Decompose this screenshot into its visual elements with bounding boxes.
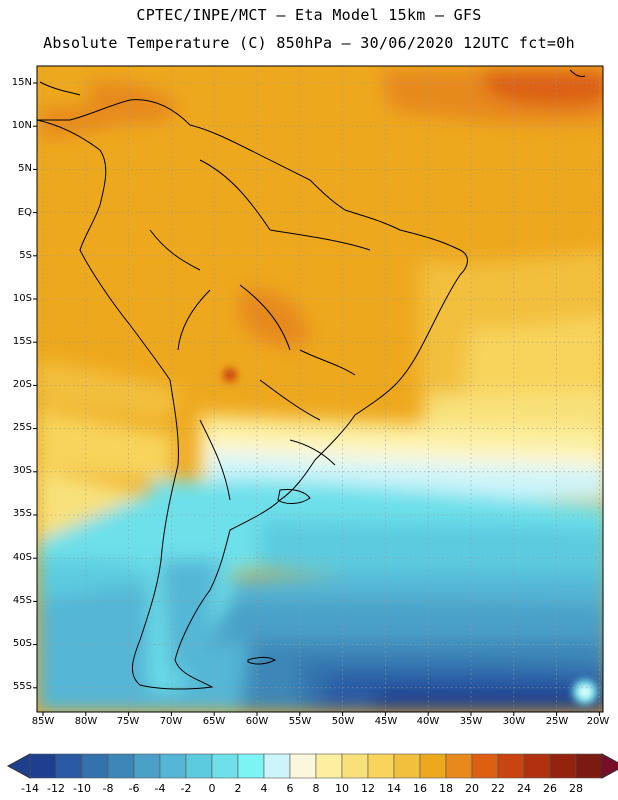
colorbar-label: 8 (312, 782, 320, 795)
lon-label: 80W (74, 716, 98, 727)
colorbar-label: 26 (543, 782, 557, 795)
map-title-line-2: Absolute Temperature (C) 850hPa — 30/06/… (43, 34, 575, 52)
colorbar-swatch (445, 753, 473, 779)
colorbar-swatch (367, 753, 395, 779)
colorbar-label: -2 (180, 782, 192, 795)
lon-label: 55W (288, 716, 312, 727)
colorbar-label: 18 (439, 782, 453, 795)
colorbar-swatch (575, 753, 603, 779)
colorbar-label: 20 (465, 782, 479, 795)
lat-label: 35S (12, 508, 32, 519)
lon-label: 30W (502, 716, 526, 727)
lat-label: 40S (12, 552, 32, 563)
lon-label: 20W (586, 716, 610, 727)
lat-label: 55S (12, 681, 32, 692)
lat-label: 15S (12, 336, 32, 347)
map-title-line-1: CPTEC/INPE/MCT — Eta Model 15km — GFS (136, 6, 482, 24)
lat-label: 5S (19, 250, 32, 261)
lon-label: 25W (545, 716, 569, 727)
temperature-field (37, 66, 603, 712)
colorbar-label: 12 (361, 782, 375, 795)
colorbar-label: -6 (128, 782, 140, 795)
colorbar-label: -12 (47, 782, 65, 795)
lat-label: 20S (12, 379, 32, 390)
colorbar-left-arrow (6, 753, 31, 779)
colorbar-swatch (81, 753, 109, 779)
colorbar-swatch (315, 753, 343, 779)
axis-ticks (33, 82, 600, 716)
lon-label: 40W (416, 716, 440, 727)
lat-label: 50S (12, 638, 32, 649)
colorbar-label: 14 (387, 782, 401, 795)
lat-label: 10S (12, 293, 32, 304)
colorbar-label: -14 (21, 782, 39, 795)
colorbar-label: 28 (569, 782, 583, 795)
lat-label: 5N (18, 163, 32, 174)
colorbar-label: 22 (491, 782, 505, 795)
lon-label: 35W (459, 716, 483, 727)
lon-label: 70W (159, 716, 183, 727)
colorbar-swatch (497, 753, 525, 779)
lon-label: 45W (374, 716, 398, 727)
colorbar-swatch (341, 753, 369, 779)
colorbar-swatch (55, 753, 83, 779)
colorbar-swatch (419, 753, 447, 779)
colorbar-swatch (263, 753, 291, 779)
lat-label: 30S (12, 465, 32, 476)
map-frame (36, 65, 604, 713)
colorbar-swatch (393, 753, 421, 779)
colorbar-label: 16 (413, 782, 427, 795)
lon-label: 75W (116, 716, 140, 727)
colorbar-right-arrow (601, 753, 618, 779)
colorbar-swatch (549, 753, 577, 779)
colorbar-label: -10 (73, 782, 91, 795)
lat-label: 25S (12, 422, 32, 433)
colorbar-label: 10 (335, 782, 349, 795)
lat-label: 45S (12, 595, 32, 606)
coastline-and-borders (36, 69, 586, 690)
colorbar-label: 6 (286, 782, 294, 795)
lat-label: 15N (11, 77, 32, 88)
lat-label: 10N (11, 120, 32, 131)
colorbar-swatch (289, 753, 317, 779)
colorbar-label: 4 (260, 782, 268, 795)
colorbar-label: 24 (517, 782, 531, 795)
colorbar-swatch (237, 753, 265, 779)
colorbar-swatch (471, 753, 499, 779)
lon-label: 65W (202, 716, 226, 727)
colorbar-swatch (211, 753, 239, 779)
colorbar-swatch (29, 753, 57, 779)
colorbar-label: -8 (102, 782, 114, 795)
colorbar-label: 2 (234, 782, 242, 795)
colorbar-swatch (159, 753, 187, 779)
lon-label: 50W (331, 716, 355, 727)
lon-label: 60W (245, 716, 269, 727)
lat-label: EQ (17, 207, 32, 218)
lon-label: 85W (31, 716, 55, 727)
colorbar (6, 753, 618, 779)
colorbar-label: -4 (154, 782, 166, 795)
colorbar-label: 0 (208, 782, 216, 795)
colorbar-swatch (107, 753, 135, 779)
colorbar-swatch (523, 753, 551, 779)
colorbar-swatch (185, 753, 213, 779)
colorbar-swatch (133, 753, 161, 779)
